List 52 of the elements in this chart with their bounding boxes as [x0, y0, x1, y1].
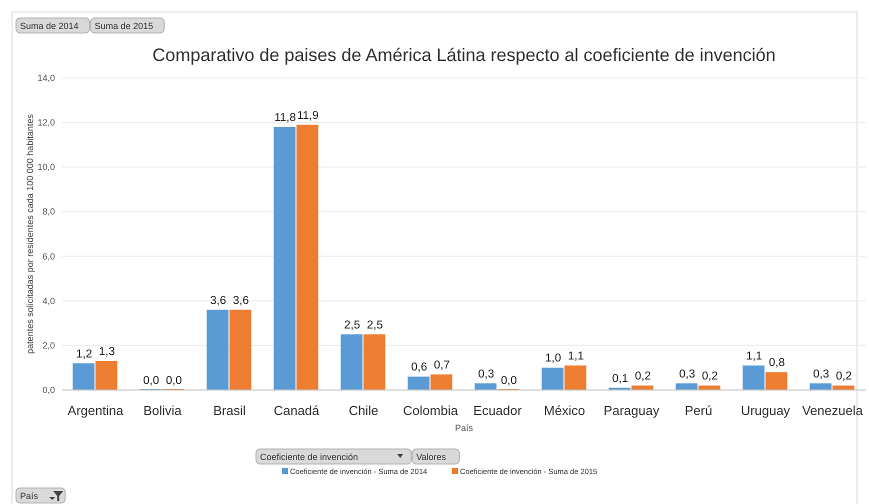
x-tick-label: Brasil	[213, 403, 246, 418]
x-tick-label: Chile	[348, 403, 378, 418]
text: Valores	[416, 452, 447, 462]
text: Suma de 2014	[20, 21, 79, 31]
data-label: 0,0	[166, 375, 182, 387]
x-tick-label: Colombia	[403, 403, 459, 418]
data-label: 11,9	[297, 110, 319, 122]
x-tick-label: Bolivia	[143, 403, 182, 418]
data-label: 3,6	[210, 294, 226, 307]
text: Suma de 2015	[94, 21, 154, 31]
data-label: 0,8	[768, 357, 785, 370]
data-label: 1,3	[98, 346, 115, 358]
data-label: 0,2	[836, 370, 852, 383]
y-tick-label: 8,0	[42, 206, 55, 217]
y-tick-label: 10,0	[37, 162, 55, 172]
data-label: 0,2	[634, 370, 651, 383]
x-tick-label: Canadá	[274, 403, 320, 418]
data-label: 1,1	[568, 350, 584, 362]
x-tick-label: Venezuela	[802, 403, 864, 418]
x-tick-label: Perú	[684, 403, 712, 418]
x-tick-label: Uruguay	[740, 403, 791, 418]
data-label: 1,0	[545, 352, 562, 365]
y-tick-label: 12,0	[37, 118, 55, 128]
data-label: 0,1	[612, 372, 628, 385]
data-label: 0,2	[702, 370, 718, 383]
data-label: 1,2	[76, 348, 92, 360]
text: Coeficiente de invención	[260, 452, 358, 462]
data-label: 3,6	[232, 294, 249, 307]
data-label: 0,6	[411, 362, 428, 374]
x-tick-label: Ecuador	[473, 403, 522, 418]
x-axis-title: País	[454, 423, 474, 433]
y-tick-label: 2,0	[42, 340, 55, 350]
data-label: 1,1	[746, 350, 762, 362]
y-tick-label: 0,0	[42, 385, 55, 395]
y-tick-label: 4,0	[42, 296, 55, 306]
data-label: 2,5	[344, 319, 360, 332]
data-label: 0,3	[679, 368, 696, 380]
y-tick-label: 14,0	[37, 73, 55, 83]
data-label: 0,0	[143, 375, 160, 387]
text: País	[20, 491, 39, 501]
data-label: 11,8	[274, 112, 296, 124]
data-label: 0,7	[434, 359, 450, 372]
data-label: 0,0	[500, 375, 517, 387]
x-tick-label: Paraguay	[604, 403, 660, 418]
data-label: 2,5	[366, 319, 383, 332]
x-tick-label: México	[544, 403, 586, 418]
y-tick-label: 6,0	[42, 251, 55, 262]
y-axis-title: patentes solicitadas por residentes cada 100 000 habitantes	[25, 114, 35, 354]
data-label: 0,3	[813, 368, 830, 380]
x-tick-label: Argentina	[68, 403, 124, 418]
chart-title: Comparativo de paises de América Látina respecto al coeficiente de invención	[152, 45, 776, 65]
data-label: 0,3	[478, 368, 494, 380]
